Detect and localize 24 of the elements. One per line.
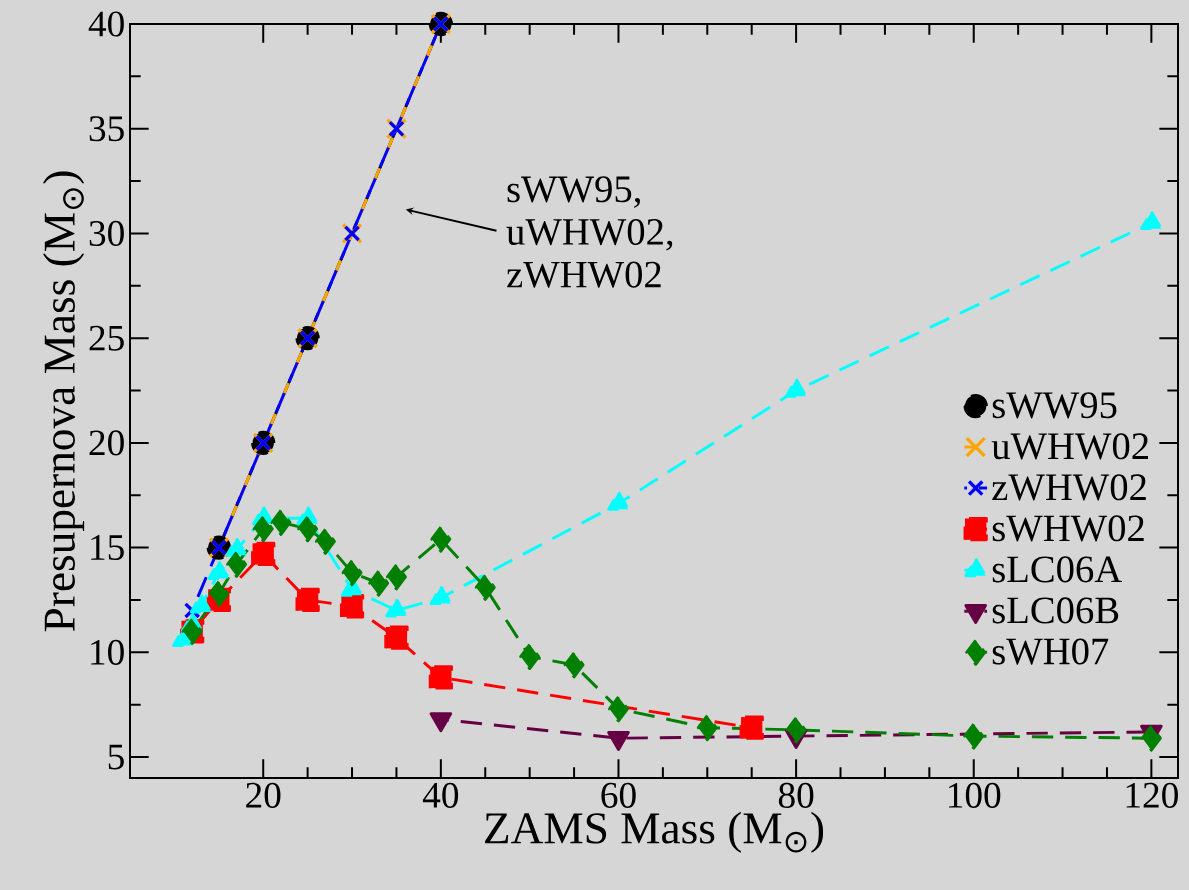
legend-label: zWHW02 (992, 474, 1146, 501)
x-axis-title: ZAMS Mass (M$_{⊙}$) (485, 811, 824, 853)
x-tick-label: 120 (1126, 782, 1178, 808)
legend-label: uWHW02 (991, 433, 1148, 460)
y-tick-label: 5 (108, 744, 124, 770)
x-tick-label: 40 (422, 782, 459, 808)
x-tick-label: 60 (601, 782, 636, 808)
x-tick-label: 100 (949, 782, 1001, 808)
annotation: sWW95, uWHW02, zWHW02 (506, 176, 673, 288)
legend-label: sWHW02 (992, 515, 1144, 542)
x-tick-label: 80 (778, 782, 814, 808)
y-tick-label: 20 (89, 430, 124, 456)
legend-label: sLC06B (992, 597, 1119, 624)
y-tick-label: 15 (91, 535, 124, 561)
y-tick-label: 40 (88, 11, 124, 37)
y-tick-label: 30 (89, 220, 124, 247)
legend-label: sWW95 (992, 392, 1117, 419)
x-tick-label: 20 (246, 782, 281, 808)
legend-label: sLC06A (992, 556, 1122, 583)
y-tick-label: 35 (89, 116, 124, 142)
y-tick-label: 10 (91, 639, 124, 665)
y-tick-label: 25 (89, 325, 124, 351)
y-axis-title: Presupernova Mass (M$_{⊙}$) (43, 171, 85, 632)
legend-label: sWH07 (992, 638, 1109, 665)
